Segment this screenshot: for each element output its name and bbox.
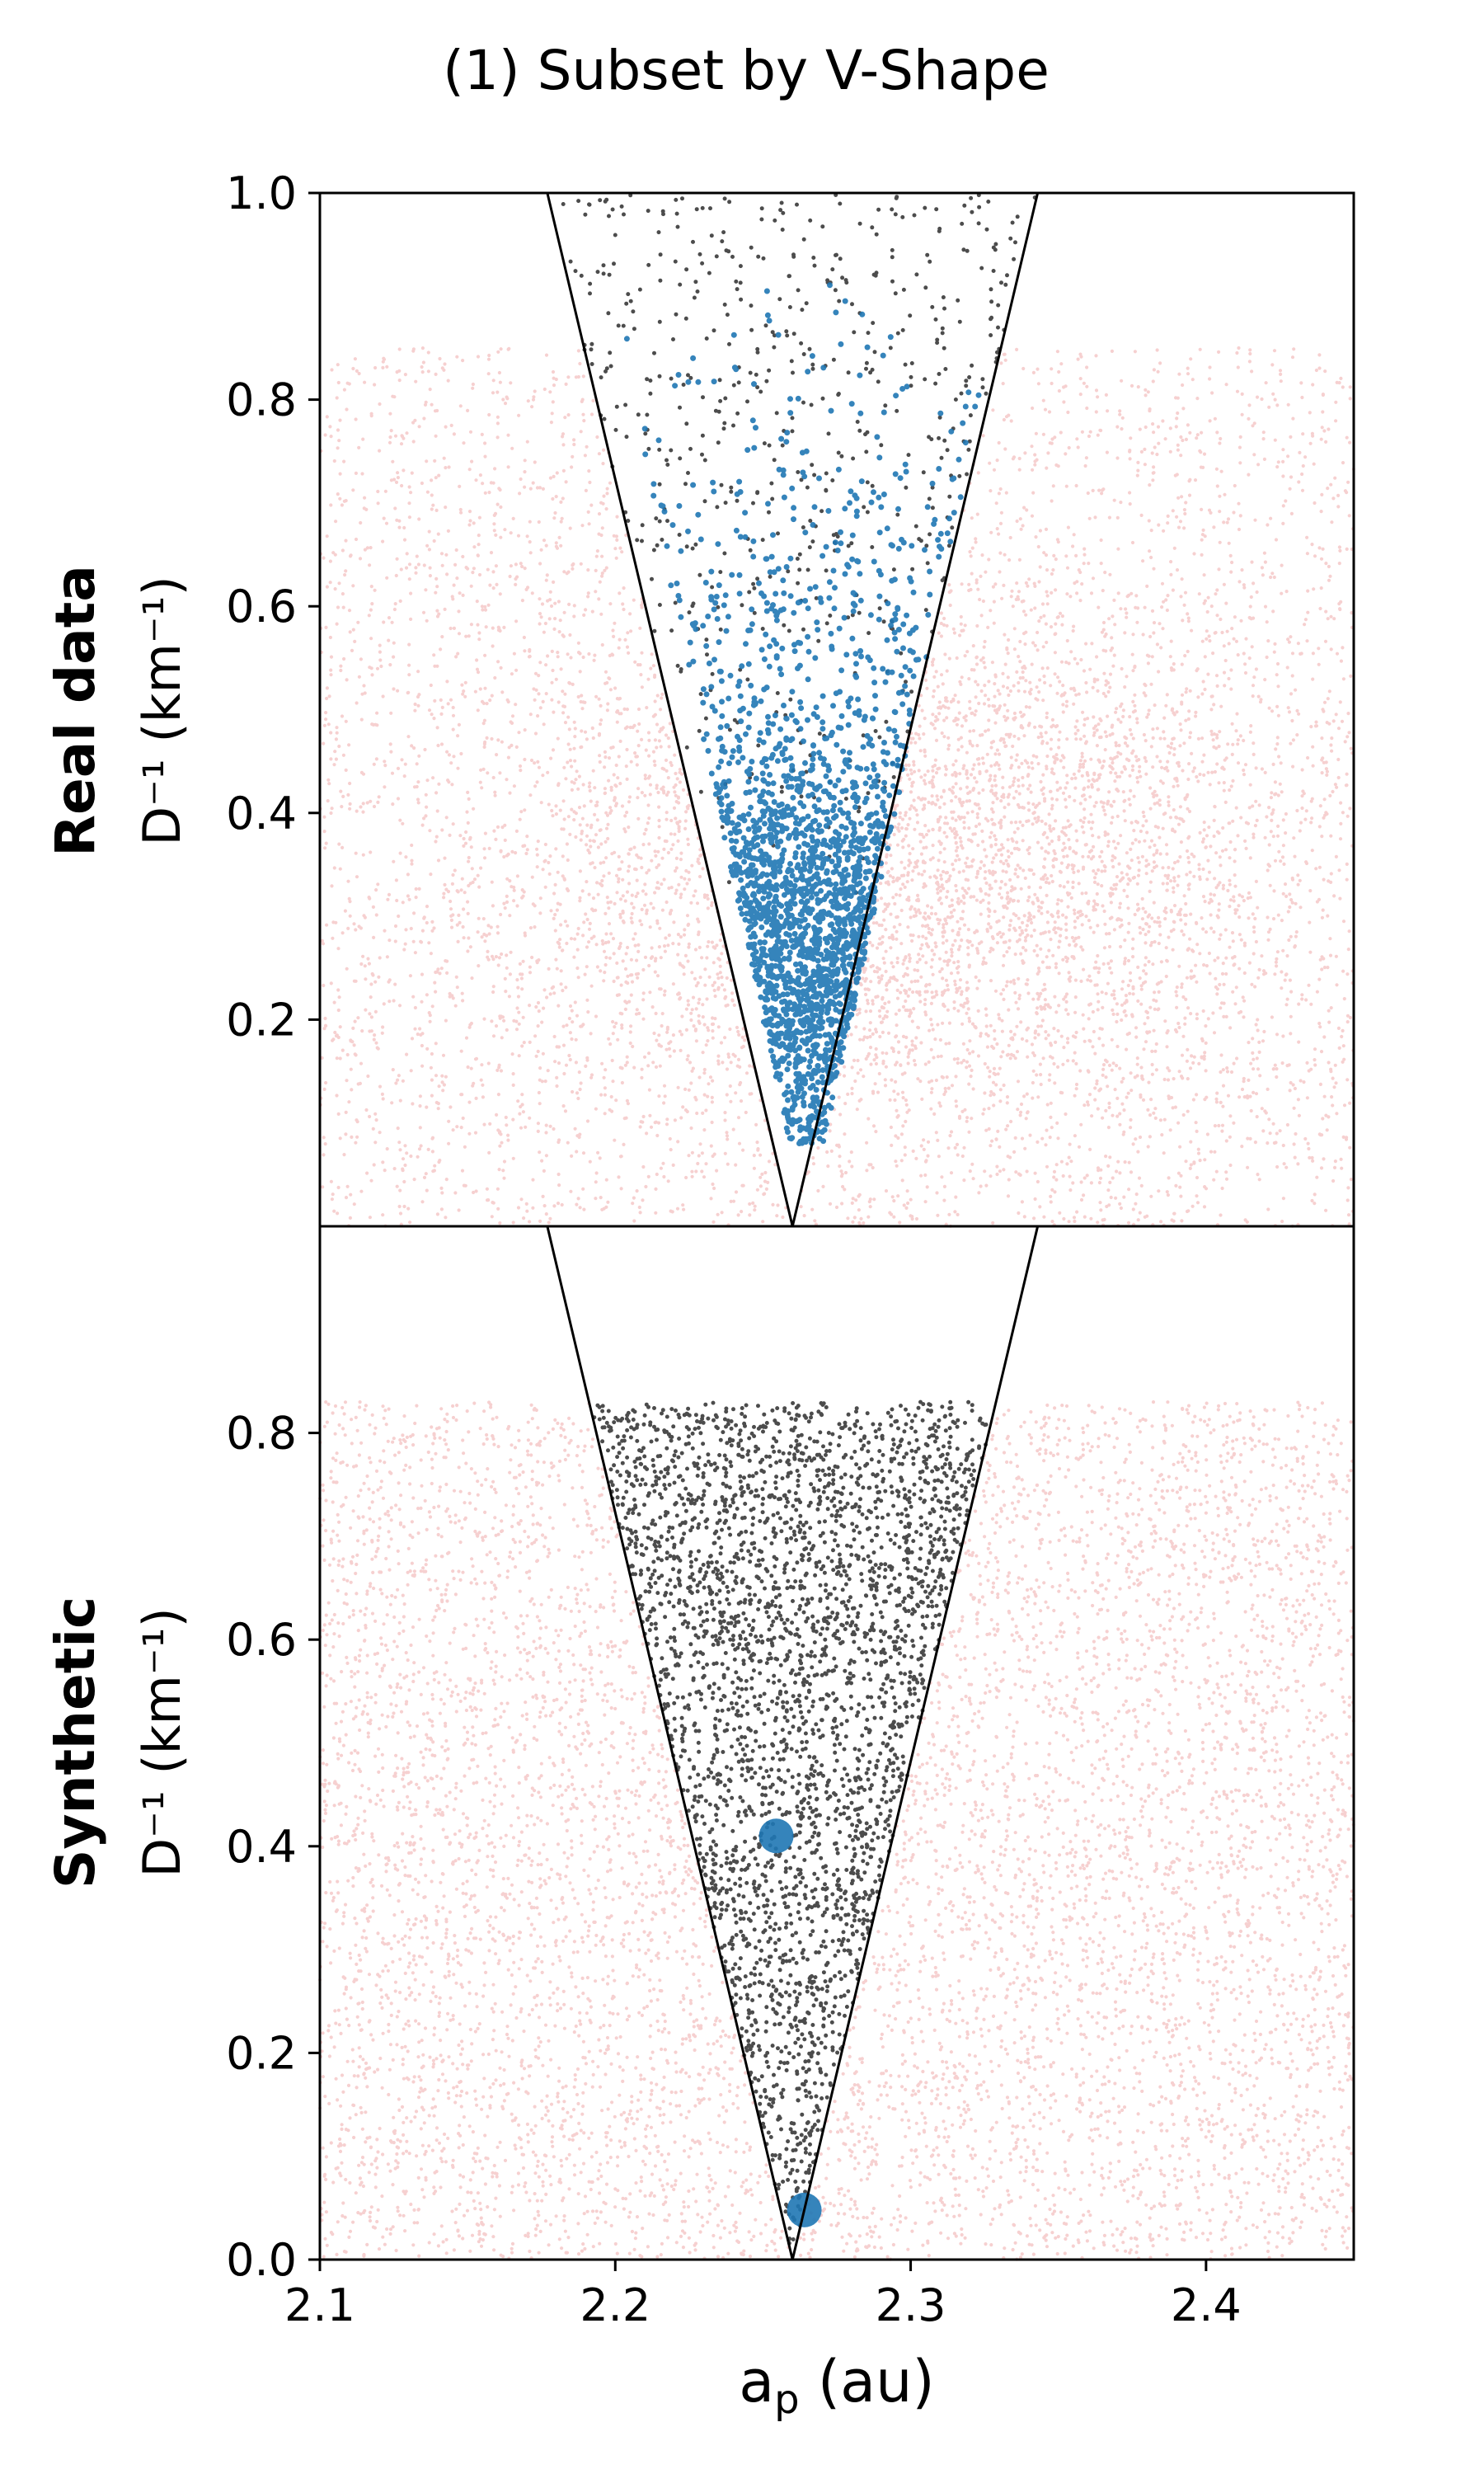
background-points (317, 1400, 1356, 2261)
inside-v-points (561, 193, 1037, 895)
background-points (318, 346, 1355, 1228)
y-axis-label-real: Real data (44, 565, 107, 857)
y-tick-label: 0.8 (226, 1408, 297, 1460)
y-tick-label: 0.6 (226, 581, 297, 633)
panel-real-data: 0.2 0.4 0.6 0.8 1.0 Real data D⁻¹ (km⁻¹) (44, 167, 1355, 1228)
x-tick-label: 2.1 (284, 2279, 355, 2331)
y-tick-label: 0.8 (226, 374, 297, 426)
y-axis-label-synthetic: Synthetic (44, 1597, 107, 1888)
y-tick-label: 0.4 (226, 1821, 297, 1873)
y-ticks-real: 0.2 0.4 0.6 0.8 1.0 (226, 167, 320, 1046)
x-tick-label: 2.4 (1171, 2279, 1242, 2331)
axes-frame-synthetic (318, 1225, 1355, 2261)
y-tick-label: 0.2 (226, 2027, 297, 2079)
y-tick-label: 0.4 (226, 788, 297, 840)
x-tick-label: 2.2 (580, 2279, 650, 2331)
x-ticks: 2.1 2.2 2.3 2.4 (284, 2260, 1242, 2331)
selected-points (623, 282, 982, 1146)
y-axis-unit-label-real: D⁻¹ (km⁻¹) (132, 576, 192, 845)
row-label-real: Real data (44, 565, 107, 857)
selected-point (758, 1818, 794, 1854)
panel-synthetic: 0.0 0.2 0.4 0.6 0.8 2.1 2.2 2.3 2.4 Synthetic D… (44, 1225, 1356, 2331)
y-tick-label: 0.0 (226, 2234, 297, 2286)
figure-title: (1) Subset by V-Shape (443, 39, 1050, 102)
x-axis-label: ap (au) (739, 2348, 935, 2423)
ylabel-synthetic: D⁻¹ (km⁻¹) (132, 1607, 192, 1877)
y-tick-label: 1.0 (226, 167, 297, 219)
panel-synthetic-points (317, 1399, 1356, 2261)
v-shape-outline-real (546, 192, 1040, 1227)
panel-real-data-points (318, 193, 1355, 1228)
y-tick-label: 0.2 (226, 994, 297, 1046)
y-axis-unit-label-synthetic: D⁻¹ (km⁻¹) (132, 1607, 192, 1877)
v-shape-outline-synthetic (546, 1225, 1040, 2260)
y-tick-label: 0.6 (226, 1614, 297, 1666)
row-label-synthetic: Synthetic (44, 1597, 107, 1888)
inside-v-points (592, 1399, 989, 2246)
y-ticks-synthetic: 0.0 0.2 0.4 0.6 0.8 (226, 1408, 320, 2286)
x-tick-label: 2.3 (876, 2279, 946, 2331)
ylabel-real: D⁻¹ (km⁻¹) (132, 576, 192, 845)
